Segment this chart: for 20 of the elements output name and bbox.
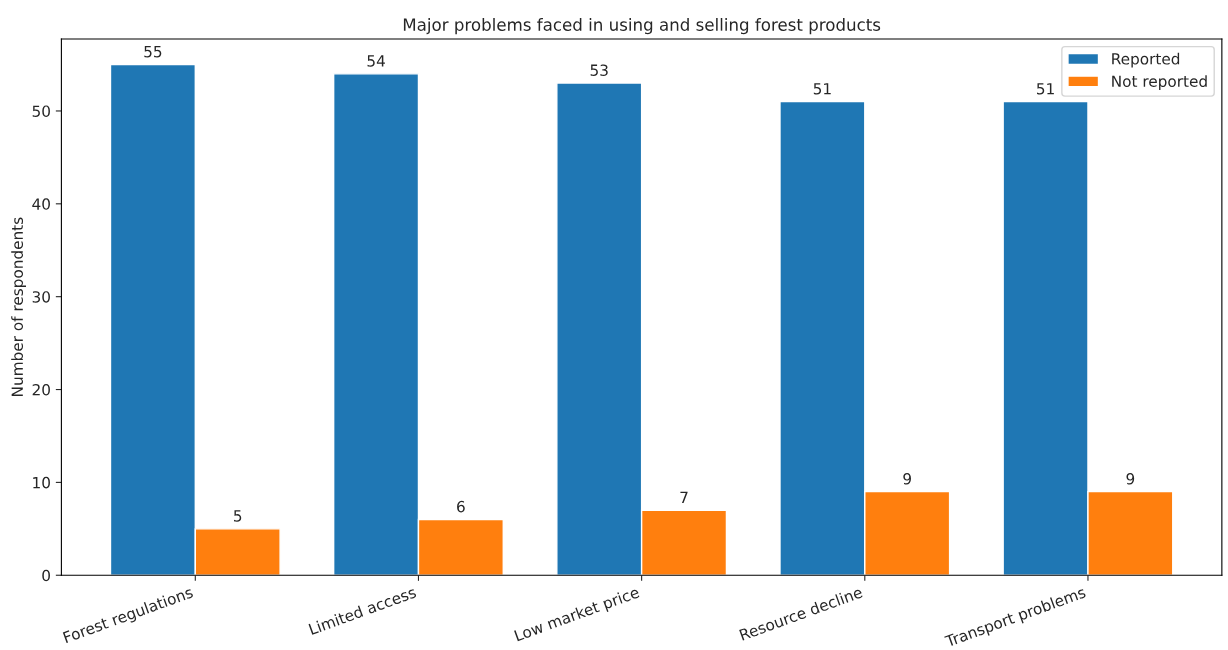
- legend-label: Reported: [1112, 52, 1180, 68]
- data-label: 51: [1037, 83, 1054, 95]
- data-label: 53: [590, 64, 608, 76]
- y-tick-label: 0: [42, 569, 50, 582]
- data-label: 7: [680, 491, 688, 503]
- data-label: 55: [144, 46, 162, 58]
- data-label: 6: [457, 500, 465, 513]
- y-tick-label: 30: [32, 291, 50, 303]
- y-tick-label: 50: [32, 105, 50, 117]
- y-tick-label: 20: [32, 384, 50, 396]
- data-label: 9: [903, 473, 911, 485]
- legend-label: Not reported: [1112, 75, 1207, 90]
- data-label: 54: [367, 55, 385, 67]
- data-label: 9: [1126, 473, 1135, 485]
- y-axis-title: Number of respondents: [11, 217, 26, 396]
- y-tick-label: 10: [33, 476, 50, 489]
- data-label: 51: [813, 83, 831, 95]
- chart-title: Major problems faced in using and selling forest products: [403, 18, 881, 35]
- data-label: 5: [234, 510, 242, 522]
- y-tick-label: 40: [32, 198, 50, 210]
